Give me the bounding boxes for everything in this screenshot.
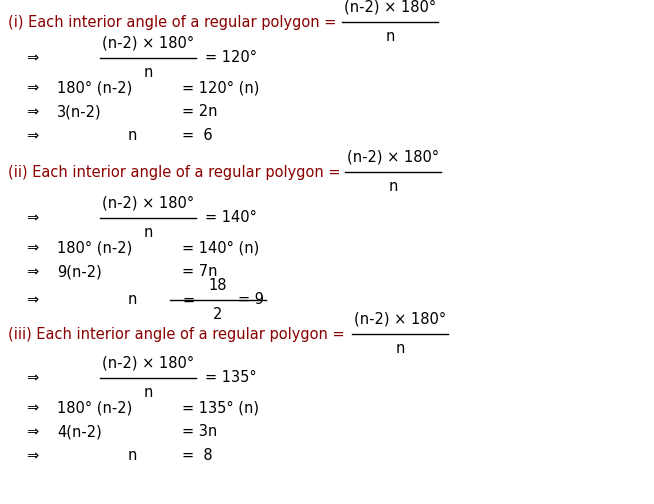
Text: (iii) Each interior angle of a regular polygon =: (iii) Each interior angle of a regular p… bbox=[8, 327, 345, 342]
Text: ⇒: ⇒ bbox=[26, 50, 38, 66]
Text: ⇒: ⇒ bbox=[26, 401, 38, 415]
Text: = 140°: = 140° bbox=[205, 211, 257, 225]
Text: ⇒: ⇒ bbox=[26, 424, 38, 439]
Text: (n-2) × 180°: (n-2) × 180° bbox=[102, 196, 194, 211]
Text: (n-2) × 180°: (n-2) × 180° bbox=[102, 356, 194, 371]
Text: (n-2) × 180°: (n-2) × 180° bbox=[102, 36, 194, 51]
Text: ⇒: ⇒ bbox=[26, 129, 38, 144]
Text: ⇒: ⇒ bbox=[26, 81, 38, 95]
Text: = 120° (n): = 120° (n) bbox=[182, 81, 260, 95]
Text: = 7n: = 7n bbox=[182, 265, 218, 280]
Text: (ii) Each interior angle of a regular polygon =: (ii) Each interior angle of a regular po… bbox=[8, 164, 341, 179]
Text: = 140° (n): = 140° (n) bbox=[182, 240, 259, 256]
Text: (n-2) × 180°: (n-2) × 180° bbox=[347, 150, 439, 165]
Text: = 2n: = 2n bbox=[182, 104, 218, 119]
Text: n: n bbox=[395, 341, 405, 356]
Text: 18: 18 bbox=[209, 278, 227, 293]
Text: n: n bbox=[385, 29, 394, 44]
Text: ⇒: ⇒ bbox=[26, 370, 38, 386]
Text: (i) Each interior angle of a regular polygon =: (i) Each interior angle of a regular pol… bbox=[8, 15, 336, 30]
Text: =: = bbox=[182, 292, 194, 307]
Text: =  8: = 8 bbox=[182, 449, 213, 464]
Text: 2: 2 bbox=[213, 307, 223, 322]
Text: 3(n-2): 3(n-2) bbox=[57, 104, 101, 119]
Text: n: n bbox=[143, 65, 152, 80]
Text: (n-2) × 180°: (n-2) × 180° bbox=[344, 0, 436, 15]
Text: = 135°: = 135° bbox=[205, 370, 256, 386]
Text: =  6: = 6 bbox=[182, 129, 213, 144]
Text: ⇒: ⇒ bbox=[26, 265, 38, 280]
Text: = 9: = 9 bbox=[238, 292, 264, 307]
Text: n: n bbox=[388, 179, 398, 194]
Text: = 3n: = 3n bbox=[182, 424, 217, 439]
Text: = 135° (n): = 135° (n) bbox=[182, 401, 259, 415]
Text: ⇒: ⇒ bbox=[26, 211, 38, 225]
Text: n: n bbox=[143, 385, 152, 400]
Text: ⇒: ⇒ bbox=[26, 449, 38, 464]
Text: 180° (n-2): 180° (n-2) bbox=[57, 240, 132, 256]
Text: 180° (n-2): 180° (n-2) bbox=[57, 401, 132, 415]
Text: 4(n-2): 4(n-2) bbox=[57, 424, 102, 439]
Text: n: n bbox=[143, 225, 152, 240]
Text: (n-2) × 180°: (n-2) × 180° bbox=[354, 312, 446, 327]
Text: n: n bbox=[128, 292, 137, 307]
Text: n: n bbox=[128, 129, 137, 144]
Text: ⇒: ⇒ bbox=[26, 292, 38, 307]
Text: ⇒: ⇒ bbox=[26, 104, 38, 119]
Text: n: n bbox=[128, 449, 137, 464]
Text: = 120°: = 120° bbox=[205, 50, 257, 66]
Text: ⇒: ⇒ bbox=[26, 240, 38, 256]
Text: 180° (n-2): 180° (n-2) bbox=[57, 81, 132, 95]
Text: 9(n-2): 9(n-2) bbox=[57, 265, 102, 280]
